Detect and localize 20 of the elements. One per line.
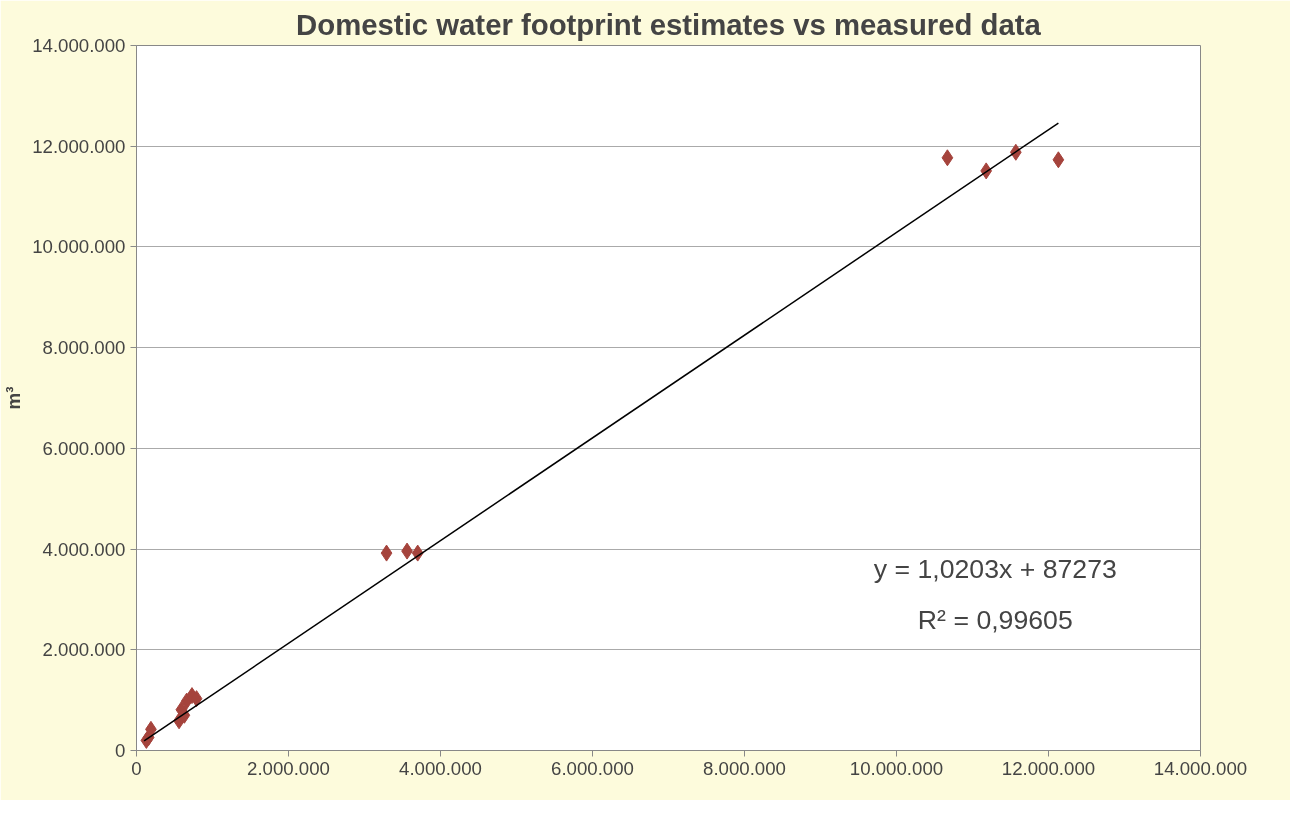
y-tick-label: 8.000.000 — [42, 337, 126, 359]
annotation: y = 1,0203x + 87273 — [873, 554, 1117, 585]
annotation: R² = 0,99605 — [917, 604, 1073, 635]
y-tick-label: 6.000.000 — [42, 437, 126, 459]
x-tick-label: 10.000.000 — [849, 757, 944, 779]
y-tick-label: 10.000.000 — [32, 236, 126, 258]
y-tick-label: 12.000.000 — [32, 135, 126, 157]
chart-title: Domestic water footprint estimates vs measured data — [296, 7, 1042, 41]
x-tick-label: 14.000.000 — [1153, 757, 1248, 779]
x-tick-label: 8.000.000 — [703, 757, 786, 779]
x-tick-label: 12.000.000 — [1001, 757, 1096, 779]
y-tick-label: 0 — [115, 740, 126, 761]
y-tick-label: 4.000.000 — [42, 538, 126, 560]
x-tick-label: 4.000.000 — [399, 757, 482, 779]
x-tick-label: 6.000.000 — [551, 757, 634, 779]
y-tick-label: 2.000.000 — [42, 639, 126, 661]
x-tick-label: 0 — [131, 757, 142, 779]
y-axis-title: m³ — [3, 386, 25, 410]
x-tick-label: 2.000.000 — [247, 757, 330, 779]
y-tick-label: 14.000.000 — [32, 35, 126, 56]
